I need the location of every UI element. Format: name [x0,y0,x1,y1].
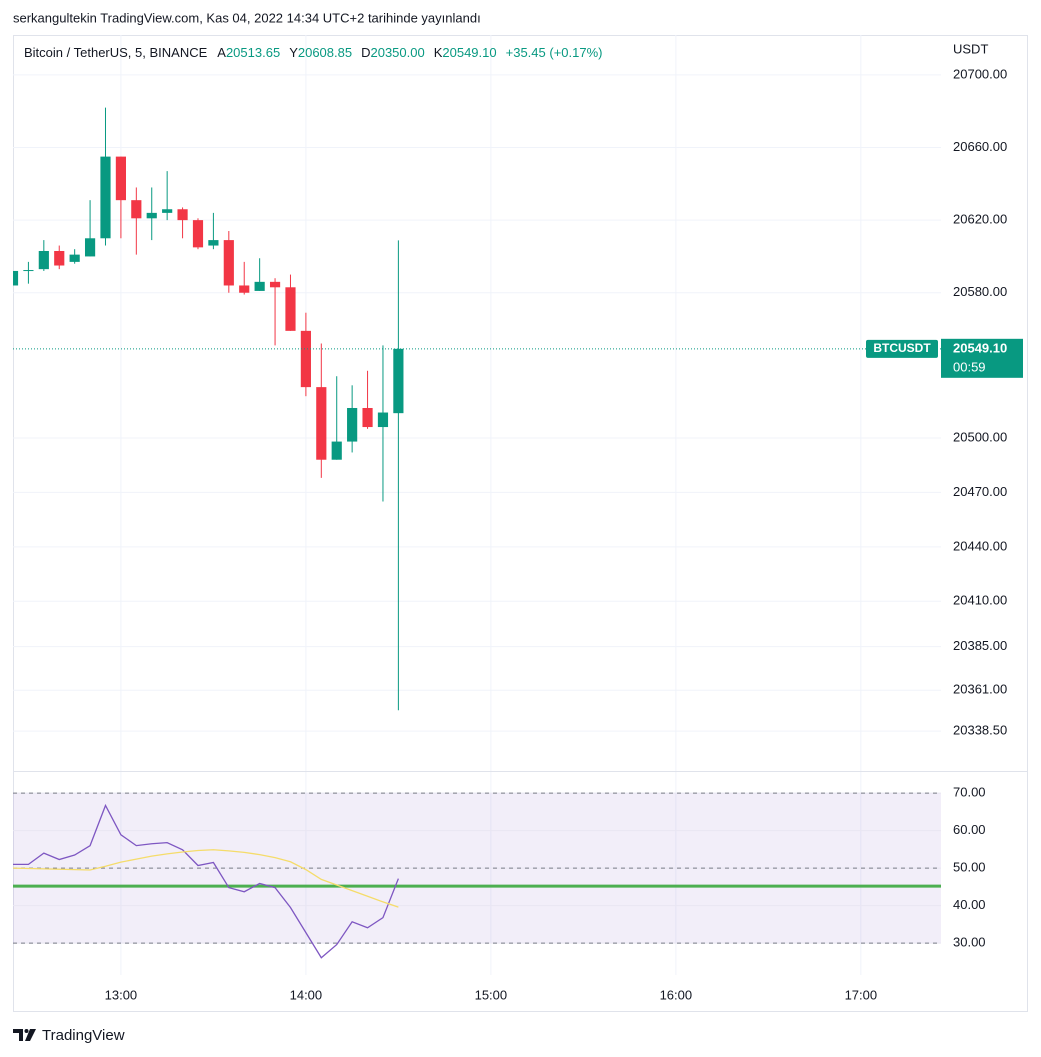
x-tick-label: 13:00 [105,987,138,1002]
y-tick-label: 20660.00 [953,139,1007,154]
y-tick-label: 20440.00 [953,538,1007,553]
candle-body [54,250,65,266]
candle-body [162,209,173,213]
candle-body [115,156,126,201]
rsi-line [13,803,399,959]
logo-part [25,1029,36,1041]
y-tick-label: 20500.00 [953,429,1007,444]
candle-body [331,441,342,460]
axes: 20700.00 20660.00 20620.00 20580.00 20500.00… [105,66,1023,1002]
y-tick-label: 70.00 [953,785,986,800]
x-tick-label: 17:00 [845,987,878,1002]
candle-body [100,156,111,239]
y-tick-label: 50.00 [953,860,986,875]
logo-part [24,1029,29,1033]
y-tick-label: 20385.00 [953,638,1007,653]
candles [13,107,941,711]
candle-body [316,387,327,460]
y-tick-label: 60.00 [953,822,986,837]
legend-ohlc-value: 20350.00 [370,45,424,60]
candle-body [239,285,250,293]
brand-logo [13,1029,36,1041]
grid [13,35,941,975]
legend-ohlc-value: 20549.10 [442,45,496,60]
rsi-pane [13,792,941,959]
candle-body [285,287,296,331]
chart-frame [13,35,1028,1012]
legend-symbol: Bitcoin / TetherUS, 5, BINANCE [24,45,208,60]
legend-change: +35.45 (+0.17%) [506,45,603,60]
candle-body [223,240,234,286]
candle-body [393,348,404,414]
rsi-line [13,849,399,908]
x-tick-label: 14:00 [290,987,323,1002]
legend-ohlc-label: Y [289,45,298,60]
price-tag-text: 20549.10 [953,340,1007,355]
candle-body [131,200,142,219]
publisher-note: serkangultekin TradingView.com, Kas 04, … [13,10,481,25]
candle-body [177,209,188,221]
candle-body [347,407,358,442]
legend: Bitcoin / TetherUS, 5, BINANCE A20513.65 Y… [24,45,602,60]
candle-body [192,220,204,248]
y-tick-label: 20580.00 [953,284,1007,299]
x-tick-label: 15:00 [475,987,508,1002]
candle-body [146,212,157,219]
legend-ohlc-value: 20513.65 [226,45,280,60]
candle-body [208,240,219,246]
legend-ohlc-label: D [361,45,370,60]
price-tag [941,338,1023,378]
symbol-tag-text: BTCUSDT [873,341,931,355]
legend-ohlc-value: 20608.85 [298,45,352,60]
y-tick-label: 20620.00 [953,212,1007,227]
candle-body [84,238,96,257]
y-tick-label: 40.00 [953,897,986,912]
y-tick-label: 30.00 [953,935,986,950]
y-tick-label: 20470.00 [953,484,1007,499]
candle-body [362,407,373,428]
brand-name: TradingView [42,1027,125,1044]
legend-ohlc-label: K [434,45,443,60]
candle-body [377,412,389,428]
currency-label: USDT [953,41,988,56]
y-tick-label: 20361.00 [953,682,1007,697]
logo-part [13,1029,23,1041]
candle-body [13,270,19,286]
candle-body [269,281,281,288]
countdown-text: 00:59 [953,359,986,374]
y-tick-label: 20700.00 [953,66,1007,81]
symbol-tag [866,339,938,358]
y-tick-label: 20410.00 [953,593,1007,608]
legend-ohlc-label: A [217,45,226,60]
candle-body [69,254,80,262]
y-tick-label: 20338.50 [953,723,1007,738]
x-tick-label: 16:00 [660,987,693,1002]
candle-body [300,330,311,388]
candle-body [23,270,34,272]
candle-body [254,281,265,291]
candle-body [38,250,49,270]
